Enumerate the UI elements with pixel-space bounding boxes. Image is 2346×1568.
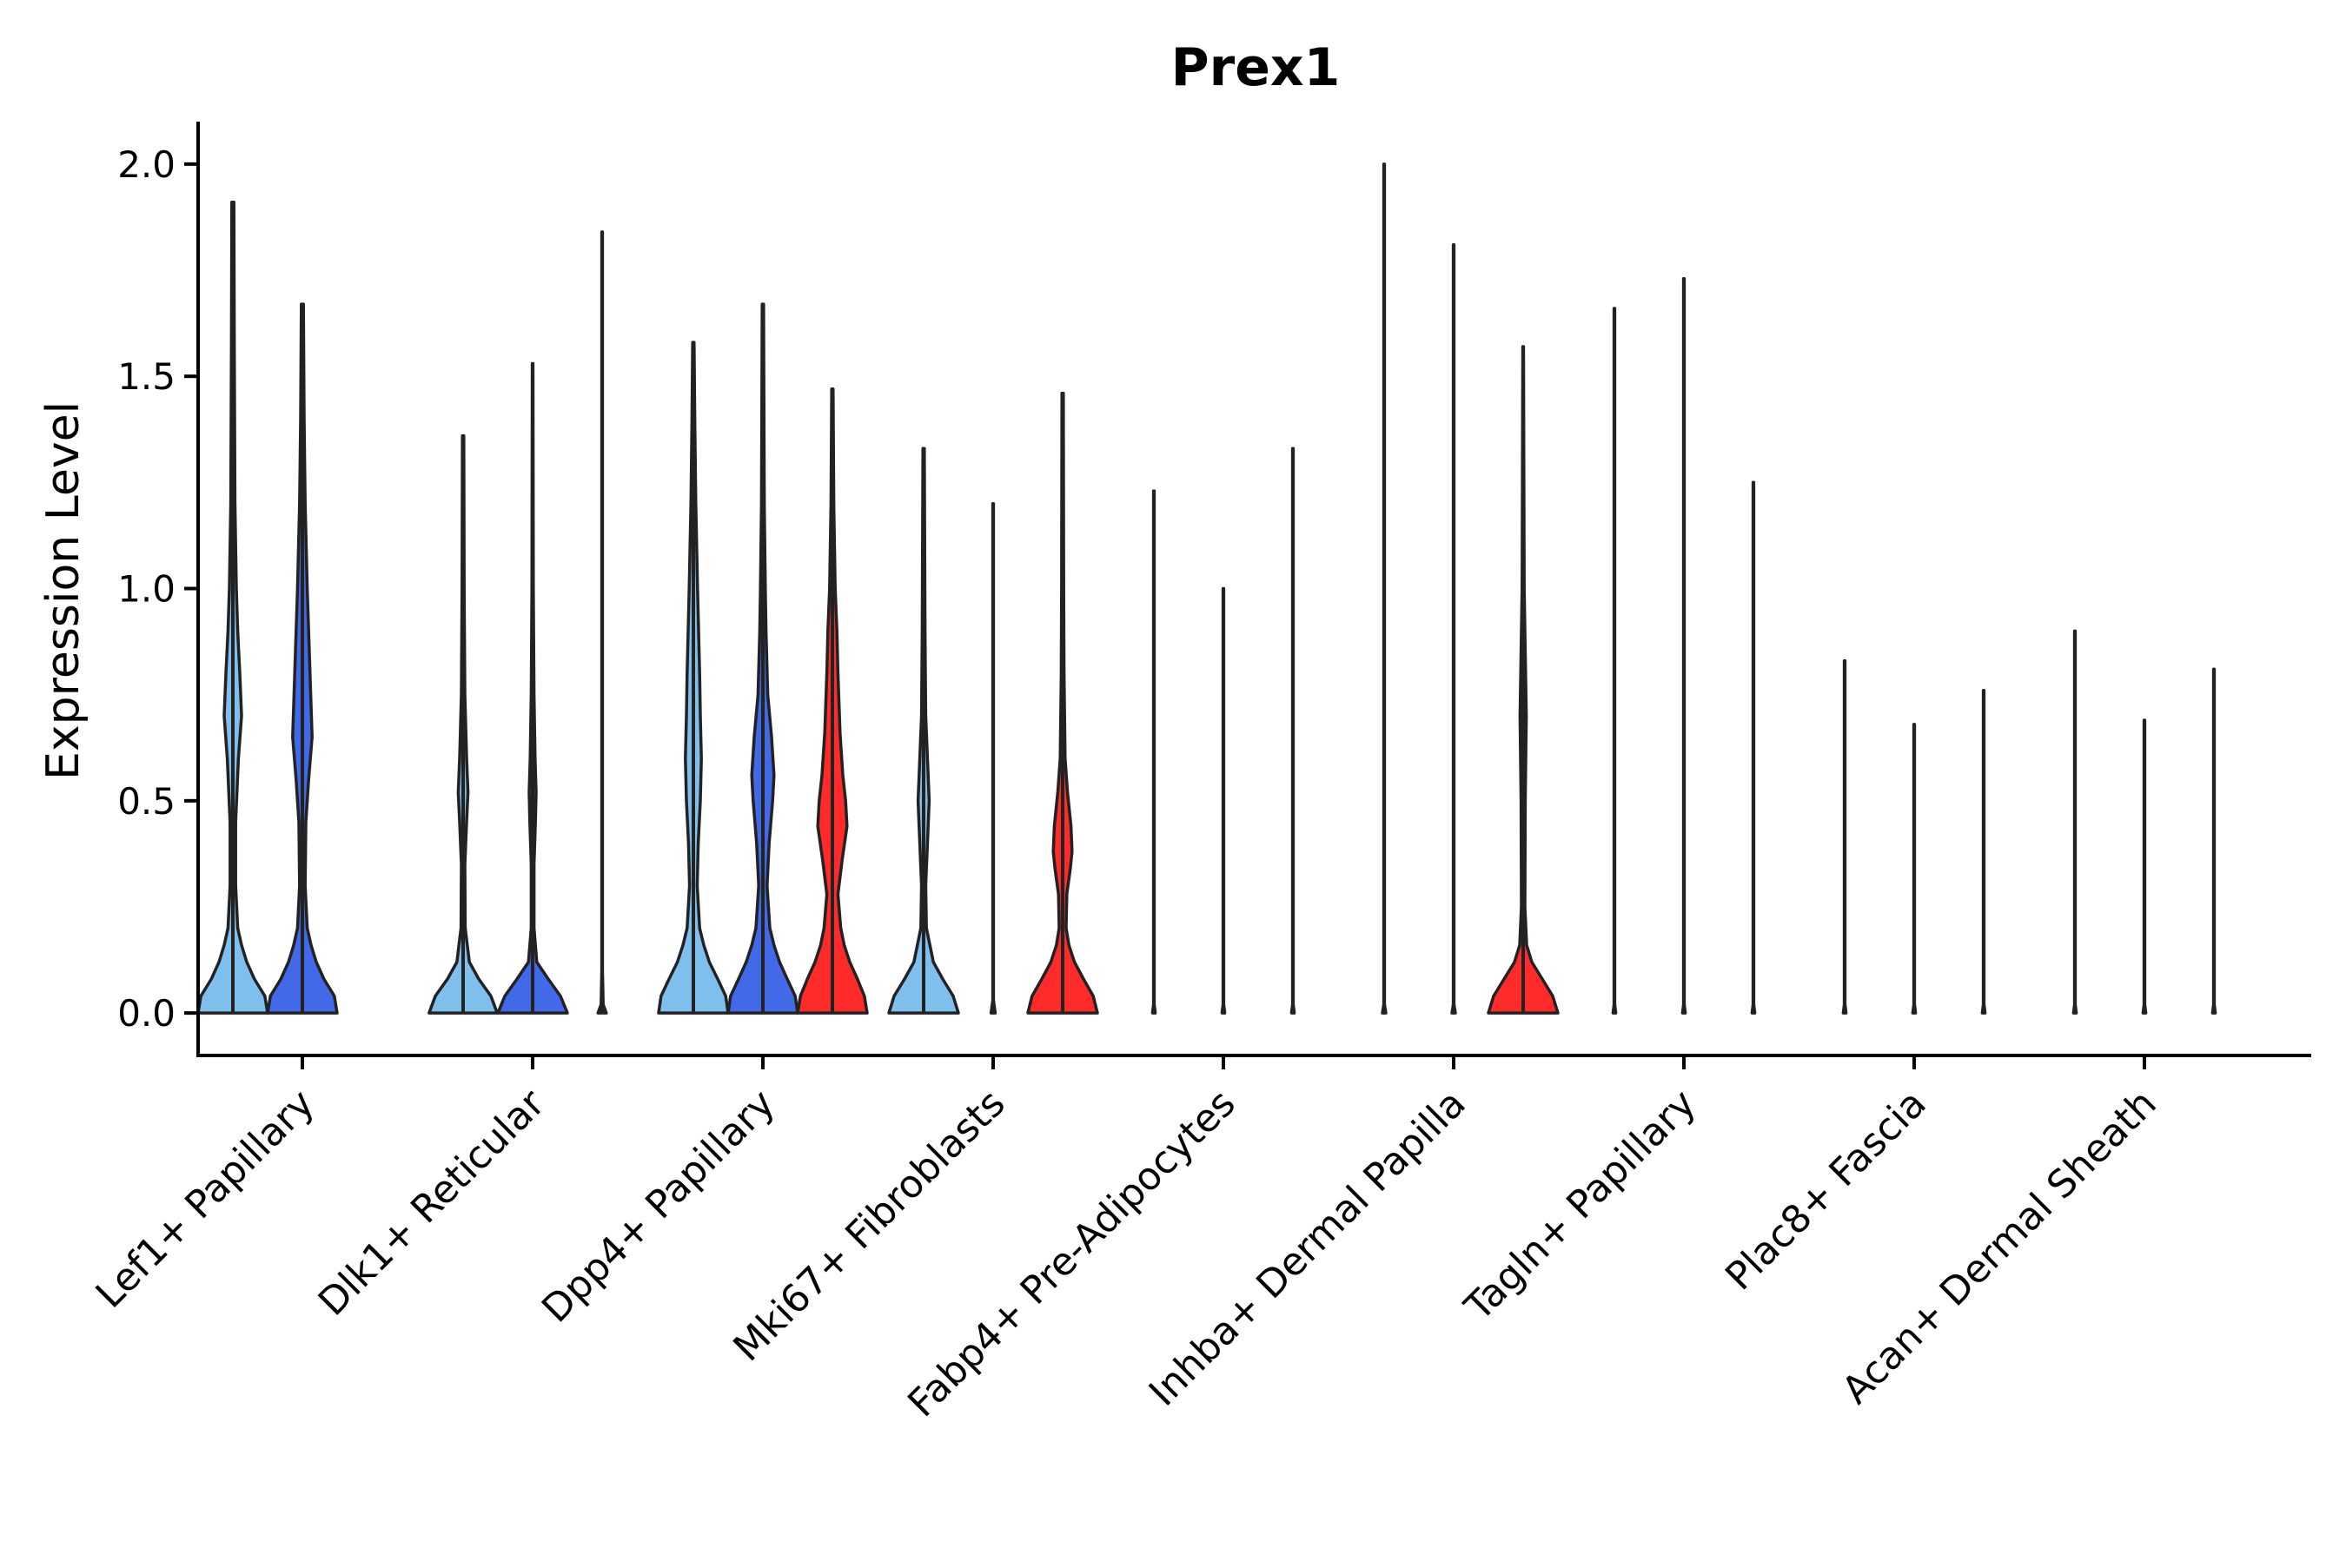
x-tick-label: Tagln+ Papillary [1456, 1082, 1705, 1330]
y-tick-label: 0.5 [117, 780, 176, 823]
y-tick-label: 0.0 [117, 992, 176, 1035]
y-tick-label: 2.0 [117, 143, 176, 186]
violins-layer [196, 162, 2217, 1015]
chart-title: Prex1 [1171, 37, 1341, 98]
y-tick-label: 1.0 [117, 568, 176, 611]
axis-lines [196, 122, 2311, 1057]
x-tick-label: Plac8+ Fascia [1717, 1082, 1935, 1300]
x-tick-label: Dlk1+ Reticular [310, 1081, 554, 1325]
x-tick-label: Lef1+ Papillary [88, 1082, 323, 1317]
y-tick-label: 1.5 [117, 355, 176, 398]
y-axis-label: Expression Level [37, 401, 89, 780]
x-tick-label: Dpp4+ Papillary [533, 1082, 784, 1332]
